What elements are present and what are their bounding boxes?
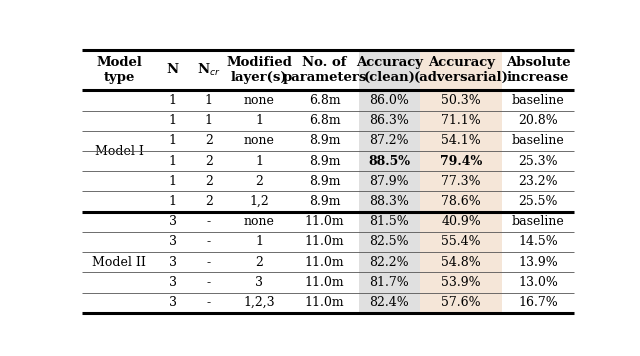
Text: 2: 2 — [205, 195, 212, 208]
Text: N: N — [167, 63, 179, 77]
Text: 2: 2 — [255, 175, 263, 188]
Text: 87.9%: 87.9% — [369, 175, 409, 188]
Text: 2: 2 — [255, 256, 263, 269]
Text: 8.9m: 8.9m — [309, 195, 340, 208]
Text: 53.9%: 53.9% — [442, 276, 481, 289]
Text: 11.0m: 11.0m — [305, 296, 344, 309]
Text: 25.5%: 25.5% — [518, 195, 557, 208]
Text: none: none — [244, 135, 275, 147]
Text: 2: 2 — [205, 135, 212, 147]
Text: 1: 1 — [169, 195, 177, 208]
Text: 40.9%: 40.9% — [442, 215, 481, 228]
Text: 54.8%: 54.8% — [442, 256, 481, 269]
Text: 88.5%: 88.5% — [369, 155, 410, 168]
Text: 1: 1 — [255, 114, 263, 127]
Text: baseline: baseline — [511, 215, 564, 228]
Text: 87.2%: 87.2% — [369, 135, 409, 147]
Text: 78.6%: 78.6% — [442, 195, 481, 208]
Text: 57.6%: 57.6% — [442, 296, 481, 309]
Text: none: none — [244, 215, 275, 228]
Text: 77.3%: 77.3% — [442, 175, 481, 188]
Text: Modified
layer(s): Modified layer(s) — [227, 56, 292, 84]
Text: 55.4%: 55.4% — [442, 235, 481, 248]
Text: -: - — [207, 215, 211, 228]
Text: 11.0m: 11.0m — [305, 256, 344, 269]
Text: 1: 1 — [169, 94, 177, 107]
Text: 6.8m: 6.8m — [308, 94, 340, 107]
Text: -: - — [207, 256, 211, 269]
Text: 86.0%: 86.0% — [369, 94, 410, 107]
Bar — [420, 49, 502, 313]
Text: 82.4%: 82.4% — [369, 296, 409, 309]
Text: -: - — [207, 235, 211, 248]
Text: 11.0m: 11.0m — [305, 215, 344, 228]
Text: none: none — [244, 94, 275, 107]
Text: 2: 2 — [205, 155, 212, 168]
Text: 82.5%: 82.5% — [369, 235, 409, 248]
Text: -: - — [207, 296, 211, 309]
Text: 1: 1 — [169, 155, 177, 168]
Text: 2: 2 — [205, 175, 212, 188]
Text: 11.0m: 11.0m — [305, 276, 344, 289]
Bar — [358, 49, 420, 313]
Text: N$_{cr}$: N$_{cr}$ — [197, 62, 220, 78]
Text: 16.7%: 16.7% — [518, 296, 558, 309]
Text: 1: 1 — [169, 114, 177, 127]
Text: 1: 1 — [255, 235, 263, 248]
Text: 25.3%: 25.3% — [518, 155, 558, 168]
Text: 88.3%: 88.3% — [369, 195, 410, 208]
Text: 81.7%: 81.7% — [369, 276, 409, 289]
Text: -: - — [207, 276, 211, 289]
Text: Accuracy
(clean): Accuracy (clean) — [356, 56, 423, 84]
Text: No. of
parameters: No. of parameters — [282, 56, 367, 84]
Text: 86.3%: 86.3% — [369, 114, 410, 127]
Text: 79.4%: 79.4% — [440, 155, 483, 168]
Text: 8.9m: 8.9m — [309, 135, 340, 147]
Text: 71.1%: 71.1% — [442, 114, 481, 127]
Text: 3: 3 — [169, 215, 177, 228]
Text: Model
type: Model type — [97, 56, 142, 84]
Text: 6.8m: 6.8m — [308, 114, 340, 127]
Text: Model I: Model I — [95, 145, 144, 157]
Text: 1: 1 — [255, 155, 263, 168]
Text: Model II: Model II — [93, 256, 147, 269]
Text: 8.9m: 8.9m — [309, 155, 340, 168]
Text: 82.2%: 82.2% — [369, 256, 409, 269]
Text: 54.1%: 54.1% — [442, 135, 481, 147]
Text: 13.0%: 13.0% — [518, 276, 558, 289]
Text: 3: 3 — [169, 256, 177, 269]
Text: 23.2%: 23.2% — [518, 175, 558, 188]
Text: Accuracy
(adversarial): Accuracy (adversarial) — [414, 56, 509, 84]
Text: 8.9m: 8.9m — [309, 175, 340, 188]
Text: 14.5%: 14.5% — [518, 235, 558, 248]
Text: 1,2: 1,2 — [250, 195, 269, 208]
Text: 1: 1 — [169, 175, 177, 188]
Text: 81.5%: 81.5% — [369, 215, 409, 228]
Text: 1: 1 — [205, 114, 212, 127]
Text: baseline: baseline — [511, 94, 564, 107]
Text: 3: 3 — [169, 276, 177, 289]
Text: 3: 3 — [255, 276, 263, 289]
Text: 3: 3 — [169, 235, 177, 248]
Text: Absolute
increase: Absolute increase — [506, 56, 570, 84]
Text: 20.8%: 20.8% — [518, 114, 558, 127]
Text: 3: 3 — [169, 296, 177, 309]
Text: 13.9%: 13.9% — [518, 256, 558, 269]
Text: baseline: baseline — [511, 135, 564, 147]
Text: 1: 1 — [169, 135, 177, 147]
Text: 1: 1 — [205, 94, 212, 107]
Text: 11.0m: 11.0m — [305, 235, 344, 248]
Text: 50.3%: 50.3% — [442, 94, 481, 107]
Text: 1,2,3: 1,2,3 — [243, 296, 275, 309]
